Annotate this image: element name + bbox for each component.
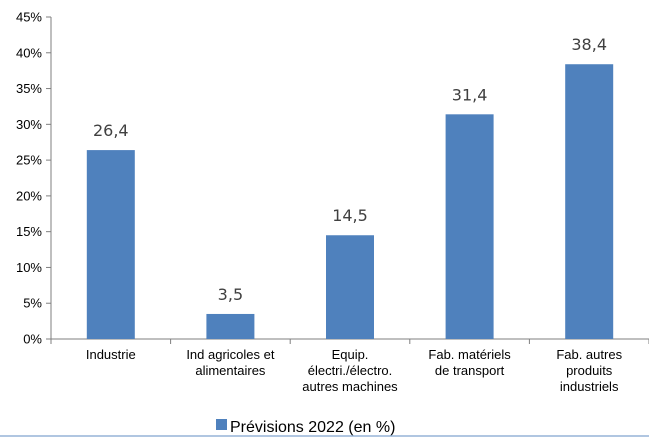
bar xyxy=(206,313,255,339)
bar xyxy=(565,64,614,339)
y-tick-label: 40% xyxy=(16,45,42,60)
x-category-label: Ind agricoles et alimentaires xyxy=(186,347,275,378)
data-label: 14,5 xyxy=(332,206,368,225)
x-category-label: Equip. électri./électro. autres machines xyxy=(302,347,398,394)
bar xyxy=(445,114,494,339)
y-tick-label: 25% xyxy=(16,153,42,168)
y-tick-label: 5% xyxy=(23,296,42,311)
y-tick-label: 15% xyxy=(16,224,42,239)
data-label: 31,4 xyxy=(452,85,488,104)
y-tick-label: 10% xyxy=(16,260,42,275)
data-label: 3,5 xyxy=(218,285,243,304)
x-category-label: Fab. autres produits industriels xyxy=(556,347,622,394)
data-label: 26,4 xyxy=(93,121,129,140)
data-label: 38,4 xyxy=(571,35,607,54)
legend-label: Prévisions 2022 (en %) xyxy=(230,419,395,436)
y-tick-label: 30% xyxy=(16,117,42,132)
x-category-label: Industrie xyxy=(86,347,136,362)
y-tick-label: 35% xyxy=(16,81,42,96)
bar xyxy=(326,235,374,339)
y-tick-label: 0% xyxy=(23,332,42,347)
y-tick-label: 45% xyxy=(16,10,42,25)
y-tick-label: 20% xyxy=(16,188,42,203)
bar xyxy=(86,150,135,339)
legend-swatch xyxy=(216,419,227,430)
x-category-label: Fab. matériels de transport xyxy=(428,347,511,378)
